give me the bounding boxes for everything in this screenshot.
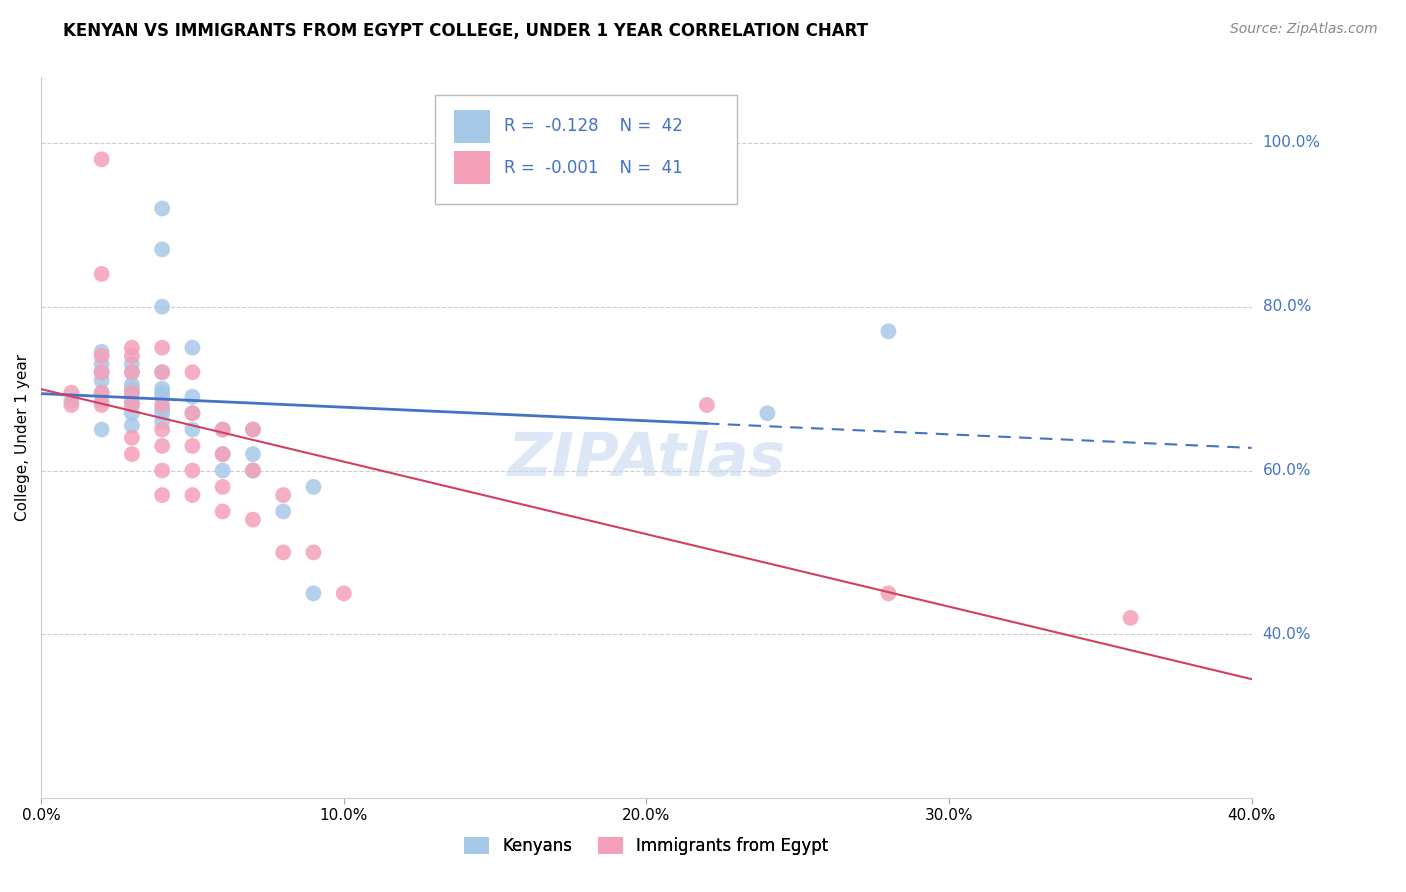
Text: R =  -0.001    N =  41: R = -0.001 N = 41 bbox=[503, 159, 682, 177]
Legend: Kenyans, Immigrants from Egypt: Kenyans, Immigrants from Egypt bbox=[458, 830, 835, 862]
Point bbox=[181, 365, 204, 379]
Point bbox=[121, 393, 143, 408]
Point bbox=[242, 463, 264, 477]
Point bbox=[756, 406, 779, 420]
Point bbox=[302, 586, 325, 600]
Point bbox=[121, 377, 143, 392]
Point bbox=[181, 406, 204, 420]
Point bbox=[150, 341, 173, 355]
Point bbox=[90, 267, 112, 281]
Point bbox=[150, 439, 173, 453]
Point bbox=[121, 385, 143, 400]
Text: ZIPAtlas: ZIPAtlas bbox=[508, 430, 786, 489]
Point bbox=[181, 390, 204, 404]
Point bbox=[90, 385, 112, 400]
Point bbox=[181, 439, 204, 453]
Point bbox=[121, 357, 143, 371]
Text: 80.0%: 80.0% bbox=[1263, 299, 1310, 314]
Text: 40.0%: 40.0% bbox=[1263, 627, 1310, 641]
Point bbox=[150, 385, 173, 400]
Point bbox=[121, 431, 143, 445]
Point bbox=[150, 390, 173, 404]
Point bbox=[121, 349, 143, 363]
Text: Source: ZipAtlas.com: Source: ZipAtlas.com bbox=[1230, 22, 1378, 37]
Point bbox=[90, 365, 112, 379]
Point bbox=[211, 423, 233, 437]
Point bbox=[242, 463, 264, 477]
Text: KENYAN VS IMMIGRANTS FROM EGYPT COLLEGE, UNDER 1 YEAR CORRELATION CHART: KENYAN VS IMMIGRANTS FROM EGYPT COLLEGE,… bbox=[63, 22, 869, 40]
Point bbox=[696, 398, 718, 412]
Point bbox=[181, 463, 204, 477]
Point bbox=[150, 488, 173, 502]
Point bbox=[1119, 611, 1142, 625]
Point bbox=[211, 463, 233, 477]
Point bbox=[150, 382, 173, 396]
Point bbox=[877, 586, 900, 600]
Point bbox=[211, 504, 233, 518]
Point bbox=[121, 398, 143, 412]
FancyBboxPatch shape bbox=[454, 151, 491, 185]
Point bbox=[121, 365, 143, 379]
Point bbox=[90, 385, 112, 400]
Point bbox=[121, 418, 143, 433]
Point bbox=[121, 341, 143, 355]
Point bbox=[60, 398, 83, 412]
Point bbox=[90, 373, 112, 387]
Point bbox=[150, 414, 173, 428]
Text: 100.0%: 100.0% bbox=[1263, 136, 1320, 151]
Point bbox=[121, 365, 143, 379]
Point bbox=[271, 504, 294, 518]
Point bbox=[121, 385, 143, 400]
Text: 60.0%: 60.0% bbox=[1263, 463, 1312, 478]
Point bbox=[121, 398, 143, 412]
Point bbox=[211, 423, 233, 437]
Point bbox=[150, 243, 173, 257]
FancyBboxPatch shape bbox=[454, 110, 491, 144]
Point bbox=[242, 447, 264, 461]
Point bbox=[181, 341, 204, 355]
Point bbox=[121, 382, 143, 396]
Point bbox=[150, 406, 173, 420]
Point bbox=[90, 357, 112, 371]
Point bbox=[90, 349, 112, 363]
Point bbox=[121, 447, 143, 461]
Point bbox=[181, 423, 204, 437]
Point bbox=[211, 447, 233, 461]
Point bbox=[332, 586, 354, 600]
Point bbox=[242, 423, 264, 437]
Point bbox=[150, 423, 173, 437]
Point bbox=[150, 398, 173, 412]
Point bbox=[150, 463, 173, 477]
Point bbox=[90, 423, 112, 437]
Point bbox=[150, 300, 173, 314]
Point bbox=[60, 393, 83, 408]
Point bbox=[90, 153, 112, 167]
Point bbox=[150, 365, 173, 379]
Point bbox=[90, 365, 112, 379]
Point bbox=[271, 545, 294, 559]
Y-axis label: College, Under 1 year: College, Under 1 year bbox=[15, 354, 30, 521]
Point bbox=[90, 344, 112, 359]
Point bbox=[242, 423, 264, 437]
Point bbox=[90, 393, 112, 408]
Text: R =  -0.128    N =  42: R = -0.128 N = 42 bbox=[503, 118, 682, 136]
Point bbox=[181, 406, 204, 420]
Point bbox=[181, 488, 204, 502]
Point bbox=[302, 545, 325, 559]
Point bbox=[60, 385, 83, 400]
Point bbox=[150, 365, 173, 379]
FancyBboxPatch shape bbox=[434, 95, 737, 203]
Point bbox=[302, 480, 325, 494]
Point bbox=[150, 402, 173, 417]
Point bbox=[90, 398, 112, 412]
Point bbox=[211, 480, 233, 494]
Point bbox=[877, 324, 900, 338]
Point bbox=[150, 202, 173, 216]
Point bbox=[242, 513, 264, 527]
Point bbox=[211, 447, 233, 461]
Point bbox=[271, 488, 294, 502]
Point bbox=[121, 406, 143, 420]
